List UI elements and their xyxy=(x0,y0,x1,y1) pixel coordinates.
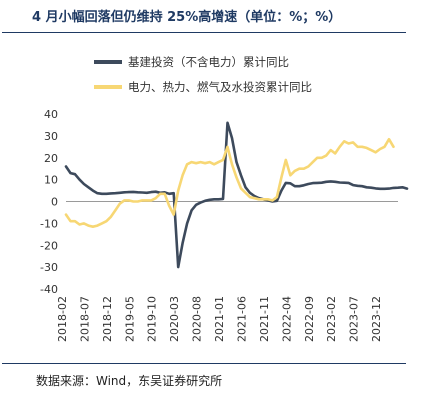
x-tick-label: 2019-10 xyxy=(146,296,159,342)
chart-axes: -40 -30 -20 -10 0 10 20 30 40 2018-02 2018-07 2018-… xyxy=(40,108,398,342)
y-tick-label: 40 xyxy=(44,108,58,121)
x-tick-label: 2023-12 xyxy=(370,296,383,342)
y-tick-label: 10 xyxy=(44,174,58,187)
x-tick-label: 2019-05 xyxy=(123,296,136,342)
x-tick-label: 2022-04 xyxy=(280,296,293,342)
y-tick-label: 0 xyxy=(51,196,58,209)
y-tick-label: -40 xyxy=(40,283,58,296)
chart-legend: 基建投资（不含电力）累计同比 电力、热力、燃气及水投资累计同比 xyxy=(94,55,312,94)
x-tick-label: 2018-02 xyxy=(56,296,69,342)
legend-label-infrastructure: 基建投资（不含电力）累计同比 xyxy=(128,55,289,69)
series-line-utilities xyxy=(64,137,395,228)
x-tick-label: 2021-01 xyxy=(213,296,226,342)
x-tick-label: 2020-08 xyxy=(191,296,204,342)
bottom-divider xyxy=(2,363,406,364)
x-tick-label: 2022-09 xyxy=(303,296,316,342)
x-tick-label: 2021-11 xyxy=(258,296,271,342)
x-tick-label: 2018-07 xyxy=(78,296,91,342)
x-tick-label: 2020-03 xyxy=(168,296,181,342)
y-tick-label: -10 xyxy=(40,217,58,230)
y-tick-label: 30 xyxy=(44,130,58,143)
x-tick-label: 2023-02 xyxy=(325,296,338,342)
series-line-infrastructure xyxy=(64,121,409,269)
legend-label-utilities: 电力、热力、燃气及水投资累计同比 xyxy=(128,80,312,94)
y-tick-label: -20 xyxy=(40,239,58,252)
x-tick-label: 2023-07 xyxy=(348,296,361,342)
y-tick-label: -30 xyxy=(40,261,58,274)
source-note: 数据来源：Wind，东吴证券研究所 xyxy=(36,374,223,388)
y-tick-label: 20 xyxy=(44,152,58,165)
top-divider xyxy=(2,32,406,33)
page-title: 4 月小幅回落但仍维持 25%高增速（单位：%；%） xyxy=(32,10,342,25)
series-layer xyxy=(64,121,409,269)
x-tick-label: 2018-12 xyxy=(101,296,114,342)
x-tick-label: 2021-06 xyxy=(235,296,248,342)
